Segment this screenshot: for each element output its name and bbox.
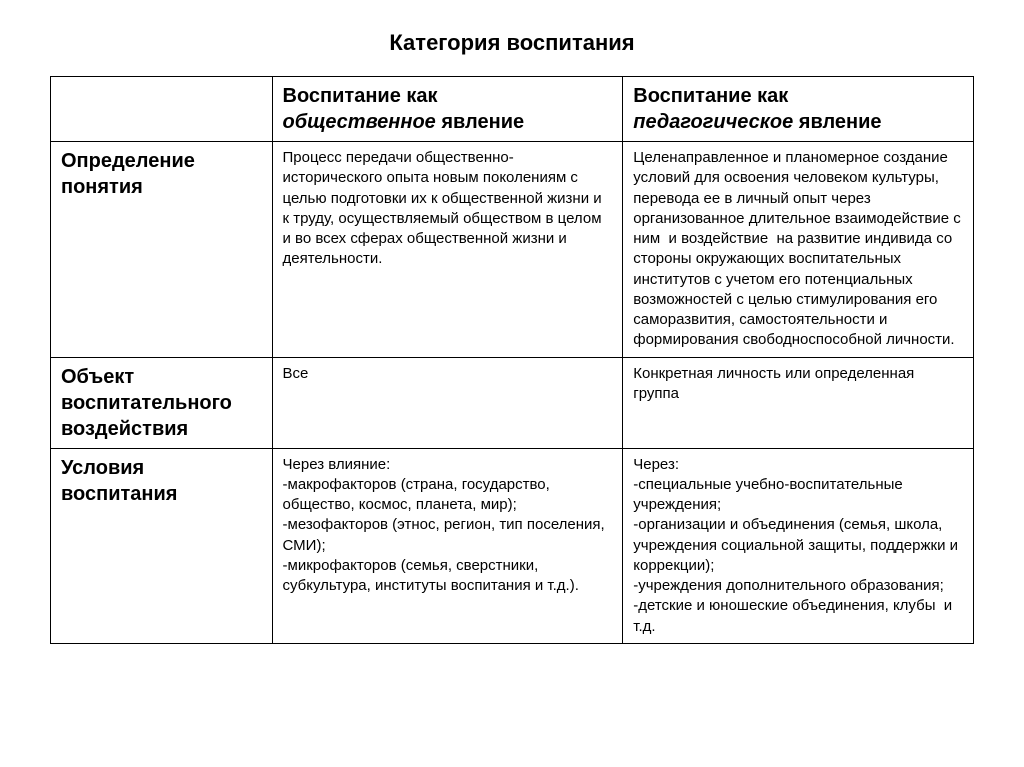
row-label: Определение понятия — [51, 142, 273, 358]
header-empty — [51, 77, 273, 142]
header-col-b: Воспитание как педагогическое явление — [623, 77, 974, 142]
header-a-italic: общественное — [283, 111, 436, 133]
header-a-prefix: Воспитание как — [283, 85, 438, 107]
cell-a: Все — [272, 357, 623, 448]
table-row: Объект воспитательного воздействия Все К… — [51, 357, 974, 448]
table-row: Условия воспитания Через влияние: -макро… — [51, 448, 974, 643]
row-label: Условия воспитания — [51, 448, 273, 643]
table-row: Определение понятия Процесс передачи общ… — [51, 142, 974, 358]
cell-b: Конкретная личность или определенная гру… — [623, 357, 974, 448]
header-b-italic: педагогическое — [633, 111, 793, 133]
header-b-prefix: Воспитание как — [633, 85, 788, 107]
header-col-a: Воспитание как общественное явление — [272, 77, 623, 142]
header-a-suffix: явление — [436, 111, 524, 133]
page-title: Категория воспитания — [50, 30, 974, 56]
comparison-table: Воспитание как общественное явление Восп… — [50, 76, 974, 644]
cell-b: Через: -специальные учебно-воспитательны… — [623, 448, 974, 643]
cell-a: Через влияние: -макрофакторов (страна, г… — [272, 448, 623, 643]
table-header-row: Воспитание как общественное явление Восп… — [51, 77, 974, 142]
cell-a: Процесс передачи общественно-историческо… — [272, 142, 623, 358]
row-label: Объект воспитательного воздействия — [51, 357, 273, 448]
header-b-suffix: явление — [793, 111, 881, 133]
cell-b: Целенаправленное и планомерное создание … — [623, 142, 974, 358]
